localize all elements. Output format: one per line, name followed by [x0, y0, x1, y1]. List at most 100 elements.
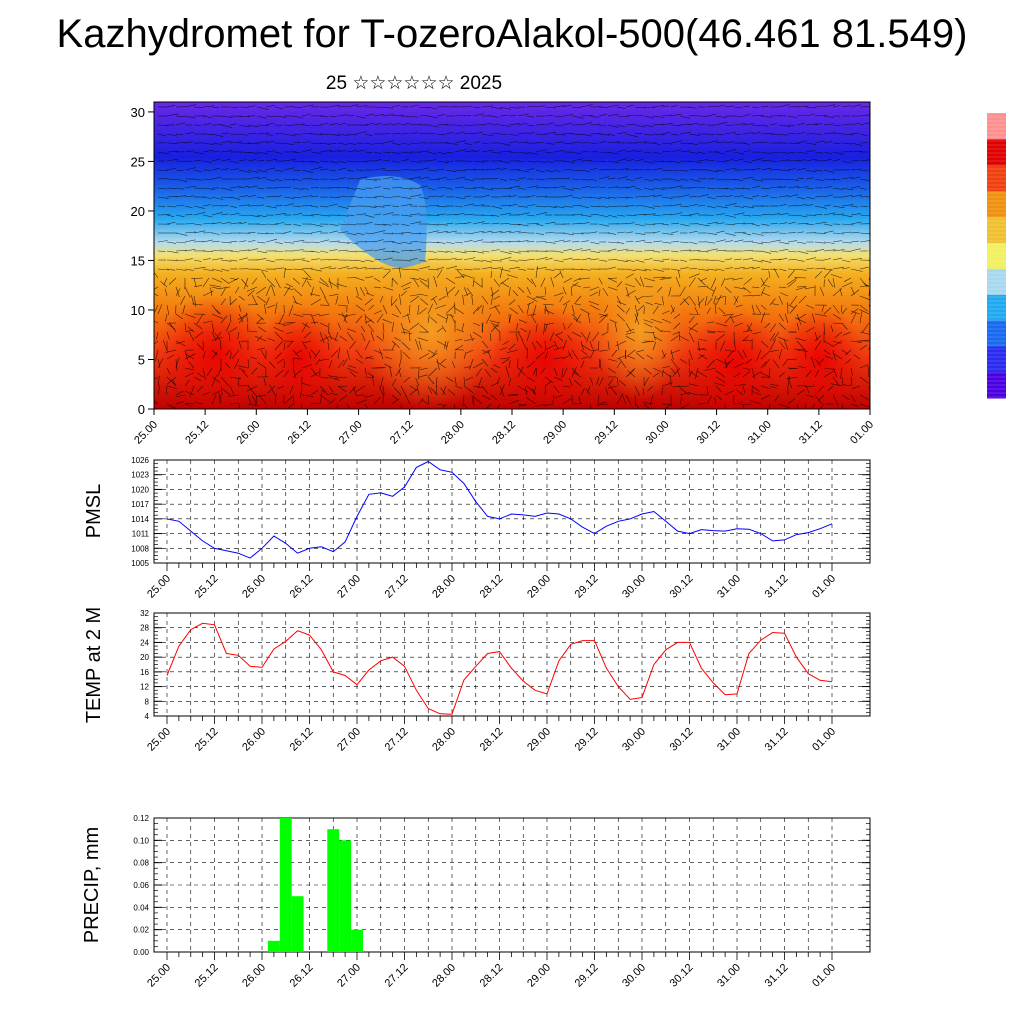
wind-barb: [445, 214, 458, 216]
wind-barb: [841, 281, 853, 288]
wind-barb: [328, 196, 340, 198]
wind-barb: [292, 123, 305, 126]
wind-barb: [841, 394, 850, 401]
wind-barb: [202, 178, 213, 180]
wind-barb: [211, 151, 220, 153]
wind-barb: [220, 132, 229, 135]
wind-barb: [499, 277, 510, 285]
wind-barb: [175, 249, 187, 252]
wind-barb: [265, 150, 276, 153]
wind-barb: [166, 250, 179, 254]
wind-barb: [859, 344, 868, 351]
wind-barb: [798, 295, 807, 304]
wind-barb: [580, 249, 591, 252]
wind-barb: [462, 294, 465, 306]
wind-barb: [499, 223, 510, 225]
wind-barb: [355, 259, 366, 263]
wind-barb: [220, 150, 233, 153]
wind-barb: [832, 266, 845, 270]
wind-barb: [505, 365, 510, 378]
wind-barb: [463, 203, 474, 207]
wind-barb: [247, 176, 260, 180]
wind-barb: [670, 149, 682, 153]
wind-barb: [679, 205, 689, 208]
wind-barb: [328, 280, 339, 288]
wind-barb: [337, 205, 349, 209]
pmsl-xtick-label: 27.12: [383, 573, 411, 601]
wind-barb: [850, 221, 862, 225]
wind-barb: [634, 205, 644, 207]
wind-barb: [740, 403, 753, 406]
wind-barb: [175, 204, 185, 207]
cross-section-x-axis: 25.00 25.12 26.00 26.12 27.00 27.12 28.00 28.12…: [132, 409, 876, 447]
wind-barb: [481, 149, 493, 153]
wind-barb: [805, 304, 815, 309]
wind-barb: [489, 333, 492, 342]
precip-xtick-label: 31.12: [763, 962, 791, 990]
wind-barb: [841, 267, 850, 270]
wind-barb: [355, 267, 367, 270]
wind-barb: [445, 265, 458, 270]
wind-barb: [508, 266, 520, 270]
wind-barb: [454, 344, 464, 351]
wind-barb: [202, 290, 214, 297]
wind-barb: [670, 222, 679, 225]
colorbar-segment: [987, 242, 1006, 269]
wind-barb: [355, 213, 367, 216]
wind-barb: [247, 403, 260, 407]
wind-barb: [310, 223, 323, 227]
wind-barb: [625, 159, 635, 162]
wind-barb: [841, 322, 848, 330]
wind-barb: [403, 286, 411, 291]
wind-barb: [679, 178, 688, 181]
wind-barb: [310, 349, 317, 356]
wind-barb: [391, 398, 400, 405]
wind-barb: [597, 403, 609, 406]
wind-barb: [218, 392, 222, 405]
wind-barb: [616, 196, 629, 199]
wind-barb: [607, 177, 616, 180]
wind-barb: [654, 302, 663, 306]
wind-barb: [589, 115, 600, 118]
wind-barb: [761, 292, 771, 297]
wind-barb: [598, 277, 603, 285]
wind-barb: [436, 230, 449, 234]
wind-barb: [283, 360, 285, 369]
wind-barb: [823, 104, 836, 108]
wind-barb: [772, 359, 780, 369]
page-title: Kazhydromet for T-ozeroAlakol-500(46.461…: [56, 12, 968, 56]
wind-barb: [715, 121, 728, 126]
wind-barb: [481, 295, 489, 305]
wind-barb: [770, 383, 780, 387]
wind-barb: [211, 222, 222, 225]
wind-barb: [607, 340, 610, 351]
wind-barb: [472, 169, 484, 171]
wind-barb: [688, 142, 698, 146]
wind-barb: [337, 322, 342, 330]
wind-barb: [841, 151, 852, 153]
wind-barb: [251, 277, 258, 285]
wind-barb: [444, 340, 447, 349]
wind-barb: [788, 358, 798, 360]
wind-barb: [697, 151, 706, 154]
wind-barb: [580, 258, 591, 261]
wind-barb: [274, 250, 284, 252]
wind-barb: [319, 239, 330, 243]
wind-barb: [364, 142, 374, 145]
wind-barb: [355, 160, 367, 163]
wind-barb: [391, 394, 398, 400]
wind-barb: [634, 124, 646, 128]
wind-barb: [616, 149, 627, 153]
wind-barb: [641, 340, 654, 344]
wind-barb: [661, 249, 670, 252]
wind-barb: [342, 358, 348, 367]
wind-barb: [454, 241, 463, 244]
wind-barb: [868, 277, 870, 284]
cs-ytick-label: 10: [131, 303, 145, 318]
wind-barb: [821, 304, 825, 312]
wind-barb: [589, 142, 598, 144]
wind-barb: [499, 385, 505, 397]
wind-barb: [661, 310, 670, 315]
wind-barb: [661, 213, 672, 216]
